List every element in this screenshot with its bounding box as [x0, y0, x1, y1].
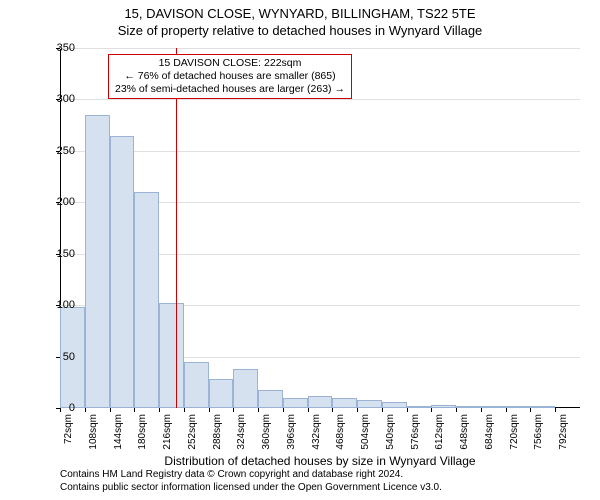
- info-box-line: ← 76% of detached houses are smaller (86…: [115, 70, 345, 83]
- y-tick-label: 150: [57, 248, 75, 260]
- x-tick-mark: [60, 408, 61, 412]
- bar: [530, 406, 555, 408]
- bar: [357, 400, 382, 408]
- grid-line: [60, 151, 580, 152]
- x-tick-label: 108sqm: [88, 414, 99, 450]
- y-tick-label: 250: [57, 145, 75, 157]
- x-tick-label: 396sqm: [286, 414, 297, 450]
- x-tick-mark: [555, 408, 556, 412]
- bar: [407, 406, 432, 408]
- info-box: 15 DAVISON CLOSE: 222sqm← 76% of detache…: [108, 54, 352, 99]
- chart-container: 15, DAVISON CLOSE, WYNYARD, BILLINGHAM, …: [0, 0, 600, 500]
- chart-subtitle: Size of property relative to detached ho…: [0, 23, 600, 38]
- y-tick-label: 50: [63, 351, 75, 363]
- x-tick-mark: [407, 408, 408, 412]
- x-tick-label: 504sqm: [360, 414, 371, 450]
- x-tick-mark: [233, 408, 234, 412]
- reference-line: [176, 48, 178, 408]
- x-tick-mark: [159, 408, 160, 412]
- x-tick-label: 468sqm: [335, 414, 346, 450]
- x-tick-label: 576sqm: [410, 414, 421, 450]
- bar: [233, 369, 258, 408]
- footer-line-1: Contains HM Land Registry data © Crown c…: [60, 469, 442, 482]
- bar: [308, 396, 333, 408]
- x-tick-label: 720sqm: [509, 414, 520, 450]
- bar: [85, 115, 110, 408]
- y-tick-label: 0: [69, 402, 75, 414]
- bar: [209, 379, 234, 408]
- plot-area: Number of detached properties Distributi…: [60, 48, 580, 408]
- x-tick-mark: [85, 408, 86, 412]
- x-tick-mark: [481, 408, 482, 412]
- x-axis-label: Distribution of detached houses by size …: [60, 454, 580, 468]
- grid-line: [60, 48, 580, 49]
- bar: [332, 398, 357, 408]
- y-tick-label: 300: [57, 93, 75, 105]
- x-tick-label: 612sqm: [434, 414, 445, 450]
- x-tick-mark: [382, 408, 383, 412]
- bar: [283, 398, 308, 408]
- x-tick-mark: [110, 408, 111, 412]
- x-tick-mark: [431, 408, 432, 412]
- x-tick-label: 288sqm: [212, 414, 223, 450]
- x-tick-label: 756sqm: [533, 414, 544, 450]
- x-tick-label: 792sqm: [558, 414, 569, 450]
- x-tick-label: 360sqm: [261, 414, 272, 450]
- x-tick-label: 72sqm: [63, 414, 74, 444]
- bar: [134, 192, 159, 408]
- y-tick-label: 100: [57, 299, 75, 311]
- x-tick-label: 684sqm: [484, 414, 495, 450]
- x-tick-label: 216sqm: [162, 414, 173, 450]
- x-tick-mark: [209, 408, 210, 412]
- bar: [481, 406, 506, 408]
- x-tick-mark: [357, 408, 358, 412]
- bar: [506, 406, 531, 408]
- x-tick-mark: [184, 408, 185, 412]
- bar: [431, 405, 456, 408]
- bar: [382, 402, 407, 408]
- footer-line-2: Contains public sector information licen…: [60, 482, 442, 495]
- x-tick-label: 324sqm: [236, 414, 247, 450]
- x-tick-label: 432sqm: [311, 414, 322, 450]
- footer: Contains HM Land Registry data © Crown c…: [60, 469, 442, 494]
- x-tick-label: 144sqm: [113, 414, 124, 450]
- info-box-line: 23% of semi-detached houses are larger (…: [115, 83, 345, 96]
- x-tick-mark: [258, 408, 259, 412]
- x-tick-mark: [308, 408, 309, 412]
- x-tick-mark: [332, 408, 333, 412]
- x-tick-label: 648sqm: [459, 414, 470, 450]
- bar: [159, 303, 184, 408]
- chart-title: 15, DAVISON CLOSE, WYNYARD, BILLINGHAM, …: [0, 0, 600, 21]
- bar: [184, 362, 209, 408]
- bar: [110, 136, 135, 408]
- grid-line: [60, 99, 580, 100]
- x-tick-label: 180sqm: [137, 414, 148, 450]
- y-tick-label: 350: [57, 42, 75, 54]
- x-tick-mark: [506, 408, 507, 412]
- x-tick-label: 540sqm: [385, 414, 396, 450]
- y-tick-label: 200: [57, 196, 75, 208]
- bar: [456, 406, 481, 408]
- x-tick-mark: [134, 408, 135, 412]
- x-tick-mark: [456, 408, 457, 412]
- x-tick-mark: [283, 408, 284, 412]
- bar: [258, 390, 283, 409]
- x-tick-label: 252sqm: [187, 414, 198, 450]
- x-tick-mark: [530, 408, 531, 412]
- info-box-line: 15 DAVISON CLOSE: 222sqm: [115, 57, 345, 70]
